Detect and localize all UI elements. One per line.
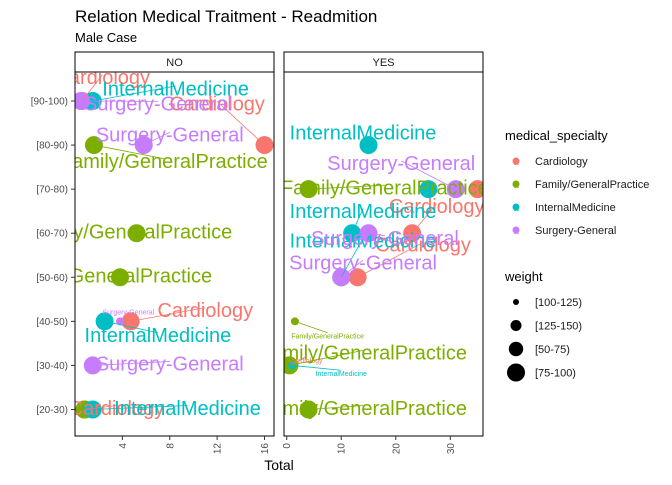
y-tick-label: [70-80): [36, 185, 68, 196]
legend-size-key: [513, 299, 519, 305]
strip-no-label: NO: [166, 57, 183, 69]
chart-title: Relation Medical Traitment - Readmition: [75, 7, 377, 26]
x-tick-label: 4: [118, 443, 129, 449]
point-label: Surgery-General: [84, 94, 232, 116]
x-tick-label: 12: [213, 443, 224, 455]
chart-subtitle: Male Case: [75, 30, 137, 45]
point-label: Family/GeneralPractice: [259, 398, 467, 420]
panels: CardiologyCardiologyCardiologyCardiology…: [4, 67, 489, 436]
x-tick-label: 0: [282, 443, 293, 449]
legend-color-title: medical_specialty: [505, 128, 608, 143]
point-label: Surgery-General: [327, 153, 475, 175]
strip-yes-label: YES: [372, 57, 394, 69]
point-label: InternalMedicine: [85, 325, 232, 347]
y-tick-label: [50-60): [36, 273, 68, 284]
point-label: InternalMedicine: [290, 122, 437, 144]
legend-size-key: [509, 342, 523, 356]
point-label: Family/GeneralPractice: [281, 177, 489, 199]
y-tick-label: [30-40): [36, 361, 68, 372]
x-tick-label: 10: [337, 443, 348, 455]
point-label: Cardiology: [157, 300, 253, 322]
legend-size-label: [75-100): [535, 368, 576, 380]
legend-size-key: [507, 364, 525, 382]
x-tick-label: 30: [446, 443, 457, 455]
y-tick-label: [80-90): [36, 141, 68, 152]
legend-size-label: [125-150): [535, 321, 582, 333]
legend-color-label: Family/GeneralPractice: [535, 179, 649, 191]
point-label: InternalMedicine: [290, 201, 437, 223]
point-label: Surgery-General: [289, 252, 437, 274]
y-tick-label: [90-100): [31, 97, 68, 108]
legend-key-glyph: a: [513, 157, 519, 168]
y-tick-label: [40-50): [36, 317, 68, 328]
legend-size-key: [511, 320, 522, 331]
y-tick-label: [20-30): [36, 405, 68, 416]
point-label: InternalMedicine: [114, 398, 261, 420]
legend-key-glyph: a: [513, 180, 519, 191]
legend-key-glyph: a: [513, 203, 519, 214]
point-label: Family/GeneralPractice: [291, 334, 364, 341]
legend-size-title: weight: [504, 269, 543, 284]
legend-size-label: [100-125): [535, 297, 582, 309]
legend-color-label: Surgery-General: [535, 225, 616, 237]
x-axis-title: Total: [264, 457, 294, 473]
legend: medical_specialty weight a Cardiology a Fam…: [504, 128, 649, 382]
x-tick-label: 20: [391, 443, 402, 455]
point-label: Family/GeneralPractice: [259, 343, 467, 365]
point-label: Family/GeneralPractice: [60, 151, 268, 173]
legend-color-label: Cardiology: [535, 156, 588, 168]
legend-size-label: [50-75): [535, 344, 570, 356]
point-label: Surgery-General: [96, 125, 244, 147]
x-tick-label: 8: [165, 443, 176, 449]
point-label: Surgery-General: [102, 309, 154, 316]
point-label: Surgery-General: [311, 228, 459, 250]
legend-color-label: InternalMedicine: [535, 202, 616, 214]
x-tick-label: 16: [260, 443, 271, 455]
point-label: InternalMedicine: [316, 371, 367, 378]
point-label: Surgery-General: [96, 354, 244, 376]
legend-key-glyph: a: [513, 226, 519, 237]
y-tick-label: [60-70): [36, 229, 68, 240]
